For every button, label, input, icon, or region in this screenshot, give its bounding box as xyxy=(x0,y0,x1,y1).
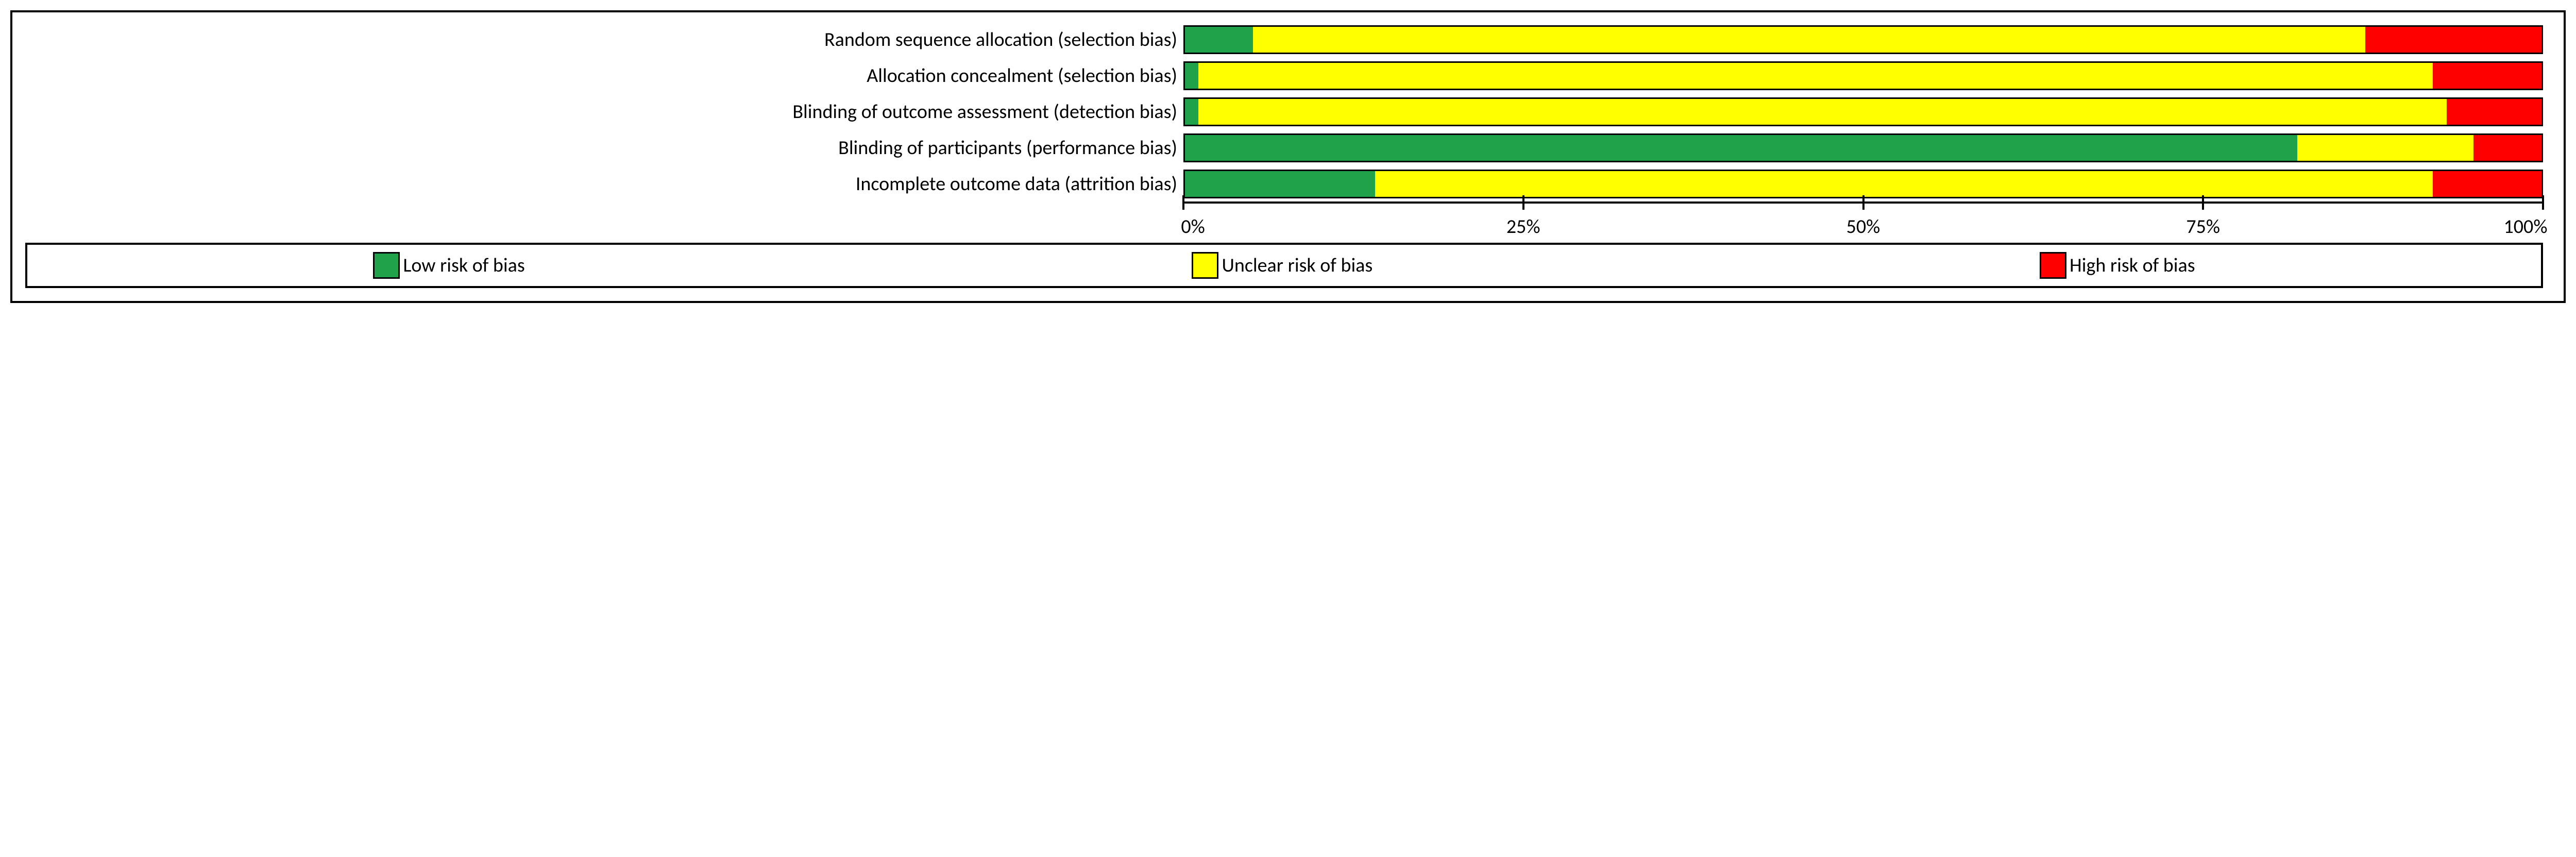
segment-unclear xyxy=(2297,135,2473,161)
axis-tick xyxy=(1862,195,1865,210)
segment-high xyxy=(2473,135,2541,161)
axis-tick-label: 0% xyxy=(1181,215,1205,239)
axis-tick xyxy=(1182,195,1184,210)
legend-item-high: High risk of bias xyxy=(2040,252,2195,279)
axis-tick-label: 100% xyxy=(2504,215,2548,239)
segment-low xyxy=(1185,171,1375,197)
bar-row: Blinding of outcome assessment (detectio… xyxy=(25,97,2543,126)
bar-row: Blinding of participants (performance bi… xyxy=(25,133,2543,162)
bars-area: Random sequence allocation (selection bi… xyxy=(25,25,2543,198)
segment-unclear xyxy=(1198,63,2433,89)
x-axis: 0%25%50%75%100% xyxy=(25,201,2543,238)
legend-swatch xyxy=(1192,252,1218,279)
segment-low xyxy=(1185,27,1253,53)
segment-unclear xyxy=(1198,99,2446,125)
segment-low xyxy=(1185,63,1198,89)
legend-label: Unclear risk of bias xyxy=(1222,254,1372,277)
axis-tick xyxy=(1522,195,1524,210)
legend-label: Low risk of bias xyxy=(403,254,524,277)
bar-track xyxy=(1183,25,2543,54)
bar-track xyxy=(1183,133,2543,162)
axis-tick-label: 25% xyxy=(1506,215,1540,239)
row-label: Random sequence allocation (selection bi… xyxy=(25,28,1183,52)
segment-low xyxy=(1185,135,2297,161)
legend-item-low: Low risk of bias xyxy=(373,252,524,279)
row-label: Blinding of participants (performance bi… xyxy=(25,136,1183,160)
bar-track xyxy=(1183,170,2543,198)
bar-track xyxy=(1183,61,2543,90)
bar-row: Incomplete outcome data (attrition bias) xyxy=(25,170,2543,198)
legend: Low risk of bias Unclear risk of bias High… xyxy=(25,243,2543,288)
segment-unclear xyxy=(1375,171,2433,197)
row-label: Incomplete outcome data (attrition bias) xyxy=(25,172,1183,196)
axis-tick xyxy=(2542,195,2544,210)
segment-high xyxy=(2447,99,2541,125)
segment-high xyxy=(2433,63,2541,89)
legend-swatch xyxy=(2040,252,2066,279)
legend-item-unclear: Unclear risk of bias xyxy=(1192,252,1372,279)
row-label: Allocation concealment (selection bias) xyxy=(25,64,1183,88)
segment-low xyxy=(1185,99,1198,125)
bar-row: Random sequence allocation (selection bi… xyxy=(25,25,2543,54)
segment-high xyxy=(2433,171,2541,197)
bar-track xyxy=(1183,97,2543,126)
legend-label: High risk of bias xyxy=(2070,254,2195,277)
axis-tick-label: 75% xyxy=(2186,215,2220,239)
legend-swatch xyxy=(373,252,400,279)
segment-high xyxy=(2365,27,2541,53)
bar-row: Allocation concealment (selection bias) xyxy=(25,61,2543,90)
segment-unclear xyxy=(1253,27,2365,53)
row-label: Blinding of outcome assessment (detectio… xyxy=(25,100,1183,124)
axis-tick-label: 50% xyxy=(1846,215,1880,239)
axis-tick xyxy=(2202,195,2204,210)
risk-of-bias-chart: Random sequence allocation (selection bi… xyxy=(10,10,2566,303)
